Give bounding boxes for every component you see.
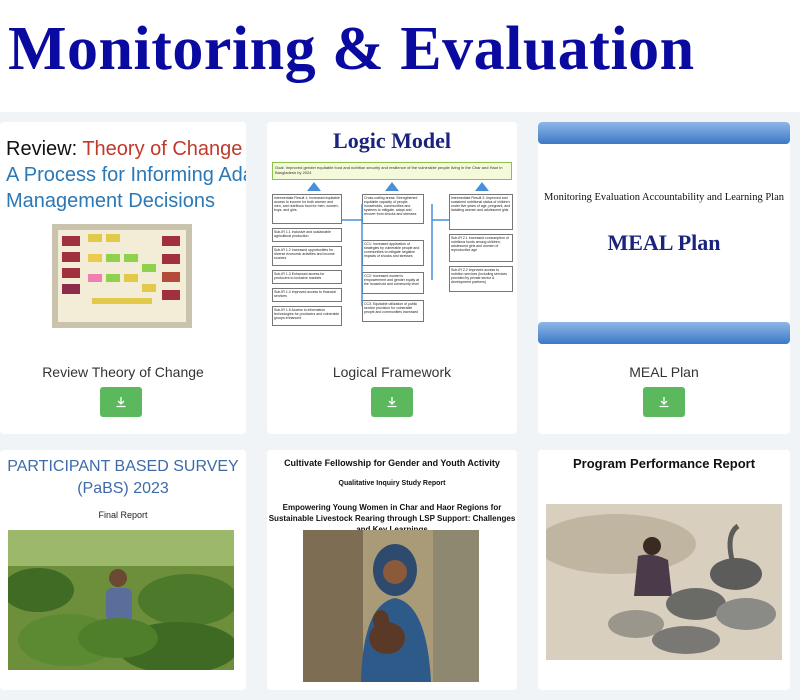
cover-heading: Review: Theory of Change bbox=[6, 138, 243, 160]
logic-result-box: Sub-IR 1.3 Enhanced access for producers… bbox=[272, 270, 342, 284]
card-title: Review Theory of Change bbox=[42, 364, 204, 380]
logic-result-box: Sub-IR 1.4 Improved access to financial … bbox=[272, 288, 342, 302]
document-card-cultivate-fellowship: Cultivate Fellowship for Gender and Yout… bbox=[267, 450, 517, 690]
download-icon bbox=[387, 397, 397, 408]
cover-title: MEAL Plan bbox=[607, 230, 721, 255]
fellowship-report-cover[interactable]: Cultivate Fellowship for Gender and Yout… bbox=[267, 450, 517, 690]
woman-with-geese-photo bbox=[538, 504, 782, 660]
card-title: MEAL Plan bbox=[629, 364, 699, 380]
page-title: Monitoring & Evaluation bbox=[8, 15, 695, 83]
logic-result-box: Sub-IR 1.5 Access to information technol… bbox=[272, 306, 342, 326]
cover-subtitle: Final Report bbox=[98, 510, 148, 520]
logic-result-box: Sub-IR 2.1 Increased consumption of nutr… bbox=[449, 234, 513, 262]
download-button[interactable] bbox=[371, 387, 413, 417]
card-title: Logical Framework bbox=[332, 364, 452, 380]
cover-title: Cultivate Fellowship for Gender and Yout… bbox=[284, 458, 500, 468]
cover-title: Logic Model bbox=[333, 128, 451, 153]
theory-of-change-cover[interactable]: Review: Theory of Change A Process for I… bbox=[0, 122, 246, 348]
workshop-board-photo bbox=[52, 224, 192, 328]
document-card-program-performance: Program Performance Report bbox=[538, 450, 790, 690]
cover-heading: Empowering Young Women in Char and Haor … bbox=[268, 503, 516, 534]
document-card-logical-framework: Logic Model Goal: Improved gender equita… bbox=[267, 122, 517, 434]
arrow-up-icon bbox=[475, 182, 489, 191]
meal-plan-cover[interactable]: Monitoring Evaluation Accountability and… bbox=[538, 122, 790, 348]
download-button[interactable] bbox=[643, 387, 685, 417]
cover-title: Program Performance Report bbox=[572, 456, 756, 471]
logic-result-box: Sub-IR 1.1 Inclusive and sustainable agr… bbox=[272, 228, 342, 242]
logic-result-box: CC1: Increased application of strategies… bbox=[362, 240, 424, 266]
logic-result-box: Cross-cutting areas: Strengthened equita… bbox=[362, 194, 424, 224]
document-card-pabs: PARTICIPANT BASED SURVEY (PaBS) 2023 Fin… bbox=[0, 450, 246, 690]
download-icon bbox=[659, 397, 669, 408]
document-card-meal-plan: Monitoring Evaluation Accountability and… bbox=[538, 122, 790, 434]
performance-report-cover[interactable]: Program Performance Report bbox=[538, 450, 790, 690]
cover-top-bar bbox=[538, 122, 790, 144]
document-card-theory-of-change: Review: Theory of Change A Process for I… bbox=[0, 122, 246, 434]
cover-title: PARTICIPANT BASED SURVEY bbox=[7, 458, 239, 475]
logic-result-box: Sub-IR 1.2 Increased opportunities for d… bbox=[272, 246, 342, 266]
arrow-up-icon bbox=[385, 182, 399, 191]
logic-result-box: CC3: Equitable utilization of public ser… bbox=[362, 300, 424, 322]
cover-title: (PaBS) 2023 bbox=[77, 480, 169, 497]
download-button[interactable] bbox=[100, 387, 142, 417]
logic-result-box: CC2: Increased women's empowerment and g… bbox=[362, 272, 424, 294]
download-icon bbox=[116, 397, 126, 408]
logic-result-box: Intermediate Result 2: Improved and sust… bbox=[449, 194, 513, 230]
pabs-report-cover[interactable]: PARTICIPANT BASED SURVEY (PaBS) 2023 Fin… bbox=[0, 450, 246, 690]
arrow-up-icon bbox=[307, 182, 321, 191]
logic-goal-box: Goal: Improved gender equitable food and… bbox=[272, 162, 512, 180]
cover-subtitle: Qualitative Inquiry Study Report bbox=[338, 480, 446, 487]
logic-model-cover[interactable]: Logic Model Goal: Improved gender equita… bbox=[267, 122, 517, 348]
woman-with-goat-photo bbox=[303, 530, 479, 682]
cover-subheading: Management Decisions bbox=[6, 190, 215, 212]
logic-result-box: Sub-IR 2.2 Improved access to nutrition … bbox=[449, 266, 513, 292]
logic-result-box: Intermediate Result 1: Increased equitab… bbox=[272, 194, 342, 224]
cover-bottom-bar bbox=[538, 322, 790, 344]
cover-subtitle: Monitoring Evaluation Accountability and… bbox=[544, 192, 784, 203]
cover-subheading: A Process for Informing Adaptive bbox=[6, 164, 246, 186]
farmer-field-photo bbox=[2, 530, 238, 674]
connector-lines bbox=[342, 204, 449, 306]
